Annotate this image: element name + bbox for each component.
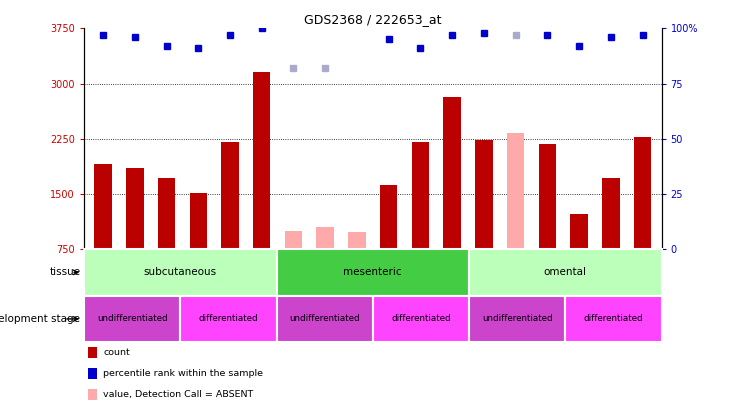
Text: differentiated: differentiated bbox=[391, 314, 451, 324]
Bar bbox=[634, 137, 651, 249]
Text: differentiated: differentiated bbox=[583, 314, 643, 324]
Title: GDS2368 / 222653_at: GDS2368 / 222653_at bbox=[304, 13, 442, 26]
Bar bbox=[189, 193, 207, 249]
Bar bbox=[539, 144, 556, 249]
Text: count: count bbox=[103, 348, 130, 357]
Bar bbox=[317, 227, 334, 249]
Bar bbox=[565, 296, 662, 342]
Text: subcutaneous: subcutaneous bbox=[144, 267, 217, 277]
Bar bbox=[348, 232, 366, 249]
Bar bbox=[158, 178, 175, 249]
Bar bbox=[444, 97, 461, 249]
Bar bbox=[84, 249, 276, 296]
Bar bbox=[276, 296, 373, 342]
Bar bbox=[602, 178, 619, 249]
Bar bbox=[285, 231, 302, 249]
Bar bbox=[412, 143, 429, 249]
Text: mesenteric: mesenteric bbox=[344, 267, 402, 277]
Text: percentile rank within the sample: percentile rank within the sample bbox=[103, 369, 263, 378]
Bar bbox=[469, 249, 662, 296]
Bar bbox=[94, 164, 112, 249]
Bar bbox=[380, 185, 398, 249]
Bar bbox=[84, 296, 181, 342]
Text: omental: omental bbox=[544, 267, 587, 277]
Text: tissue: tissue bbox=[49, 267, 80, 277]
Bar bbox=[181, 296, 276, 342]
Bar bbox=[570, 215, 588, 249]
Text: undifferentiated: undifferentiated bbox=[482, 314, 553, 324]
Bar bbox=[507, 133, 524, 249]
Text: undifferentiated: undifferentiated bbox=[97, 314, 167, 324]
Bar bbox=[276, 249, 469, 296]
Bar bbox=[469, 296, 565, 342]
Text: undifferentiated: undifferentiated bbox=[289, 314, 360, 324]
Bar bbox=[253, 72, 270, 249]
Bar bbox=[373, 296, 469, 342]
Bar bbox=[221, 143, 239, 249]
Text: differentiated: differentiated bbox=[199, 314, 258, 324]
Bar bbox=[126, 168, 143, 249]
Text: value, Detection Call = ABSENT: value, Detection Call = ABSENT bbox=[103, 390, 254, 399]
Bar bbox=[475, 140, 493, 249]
Text: development stage: development stage bbox=[0, 314, 80, 324]
